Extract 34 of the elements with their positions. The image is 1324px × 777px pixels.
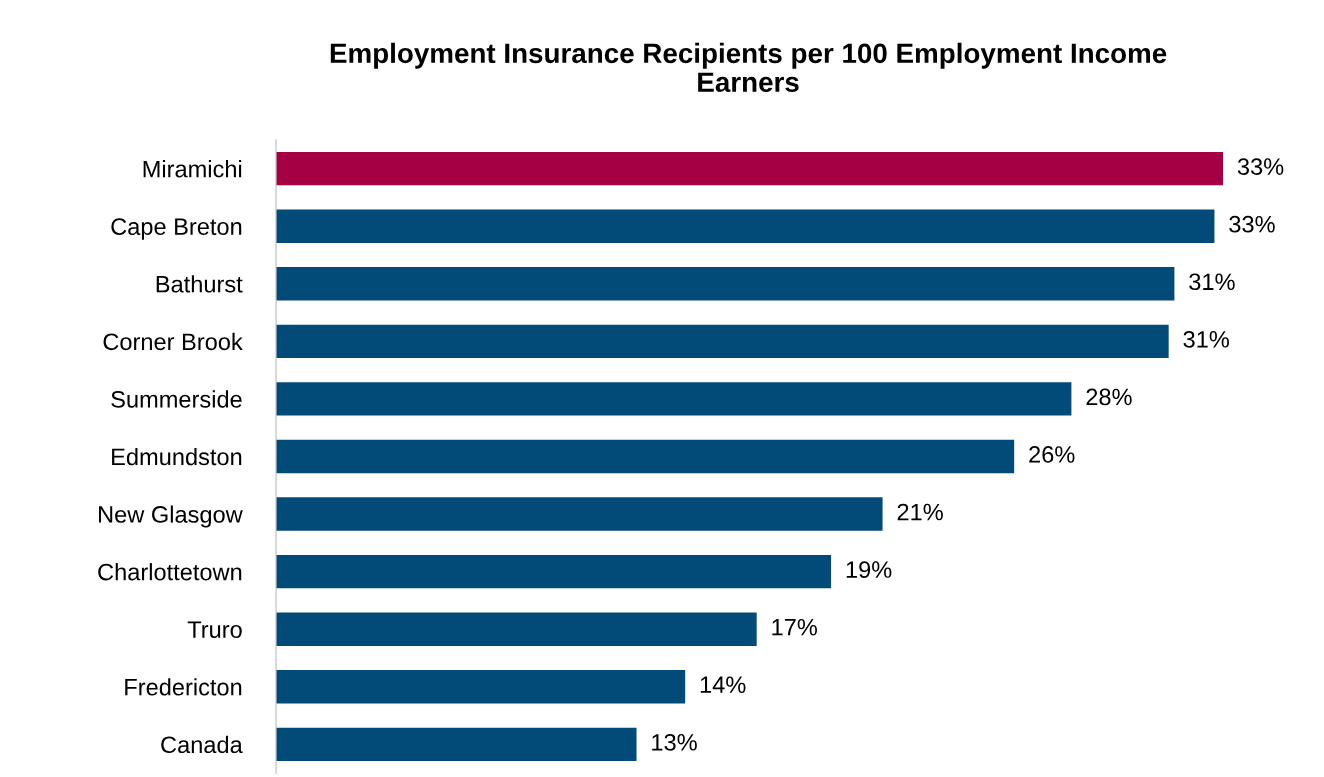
data-label: 33% [1229, 215, 1275, 233]
bar [276, 497, 883, 531]
bar [276, 439, 1015, 474]
data-label: 19% [846, 561, 892, 578]
bar [276, 267, 1175, 301]
y-tick-label: Edmundston [112, 447, 242, 466]
y-tick-label: Bathurst [156, 275, 243, 293]
y-tick-label: New Glasgow [99, 505, 243, 528]
y-tick-label: Cape Breton [111, 218, 242, 240]
data-label: 13% [652, 733, 697, 751]
y-tick-label: Truro [187, 621, 242, 638]
data-label: 17% [772, 618, 817, 636]
bar [276, 670, 686, 704]
data-label: 14% [700, 676, 746, 694]
data-label: 28% [1086, 388, 1132, 406]
data-label: 26% [1029, 446, 1075, 463]
data-label: 31% [1183, 330, 1229, 348]
data-label: 31% [1189, 273, 1235, 291]
y-tick-label: Summerside [111, 390, 242, 408]
y-tick-label: Miramichi [143, 160, 242, 178]
y-tick-label: Canada [161, 735, 243, 754]
y-tick-label: Fredericton [125, 678, 242, 696]
chart-title: Employment Insurance Recipients per 100 Employment Income Earners [330, 42, 1167, 93]
y-tick-label: Corner Brook [103, 332, 243, 351]
bar [276, 209, 1215, 243]
bar [276, 612, 757, 646]
bar [276, 554, 832, 589]
data-label: 21% [897, 503, 943, 521]
data-label: 33% [1237, 158, 1284, 175]
bar [276, 382, 1072, 416]
bar [276, 727, 637, 762]
y-tick-label: Charlottetown [98, 563, 242, 581]
bar [276, 324, 1169, 359]
bar [276, 151, 1224, 186]
